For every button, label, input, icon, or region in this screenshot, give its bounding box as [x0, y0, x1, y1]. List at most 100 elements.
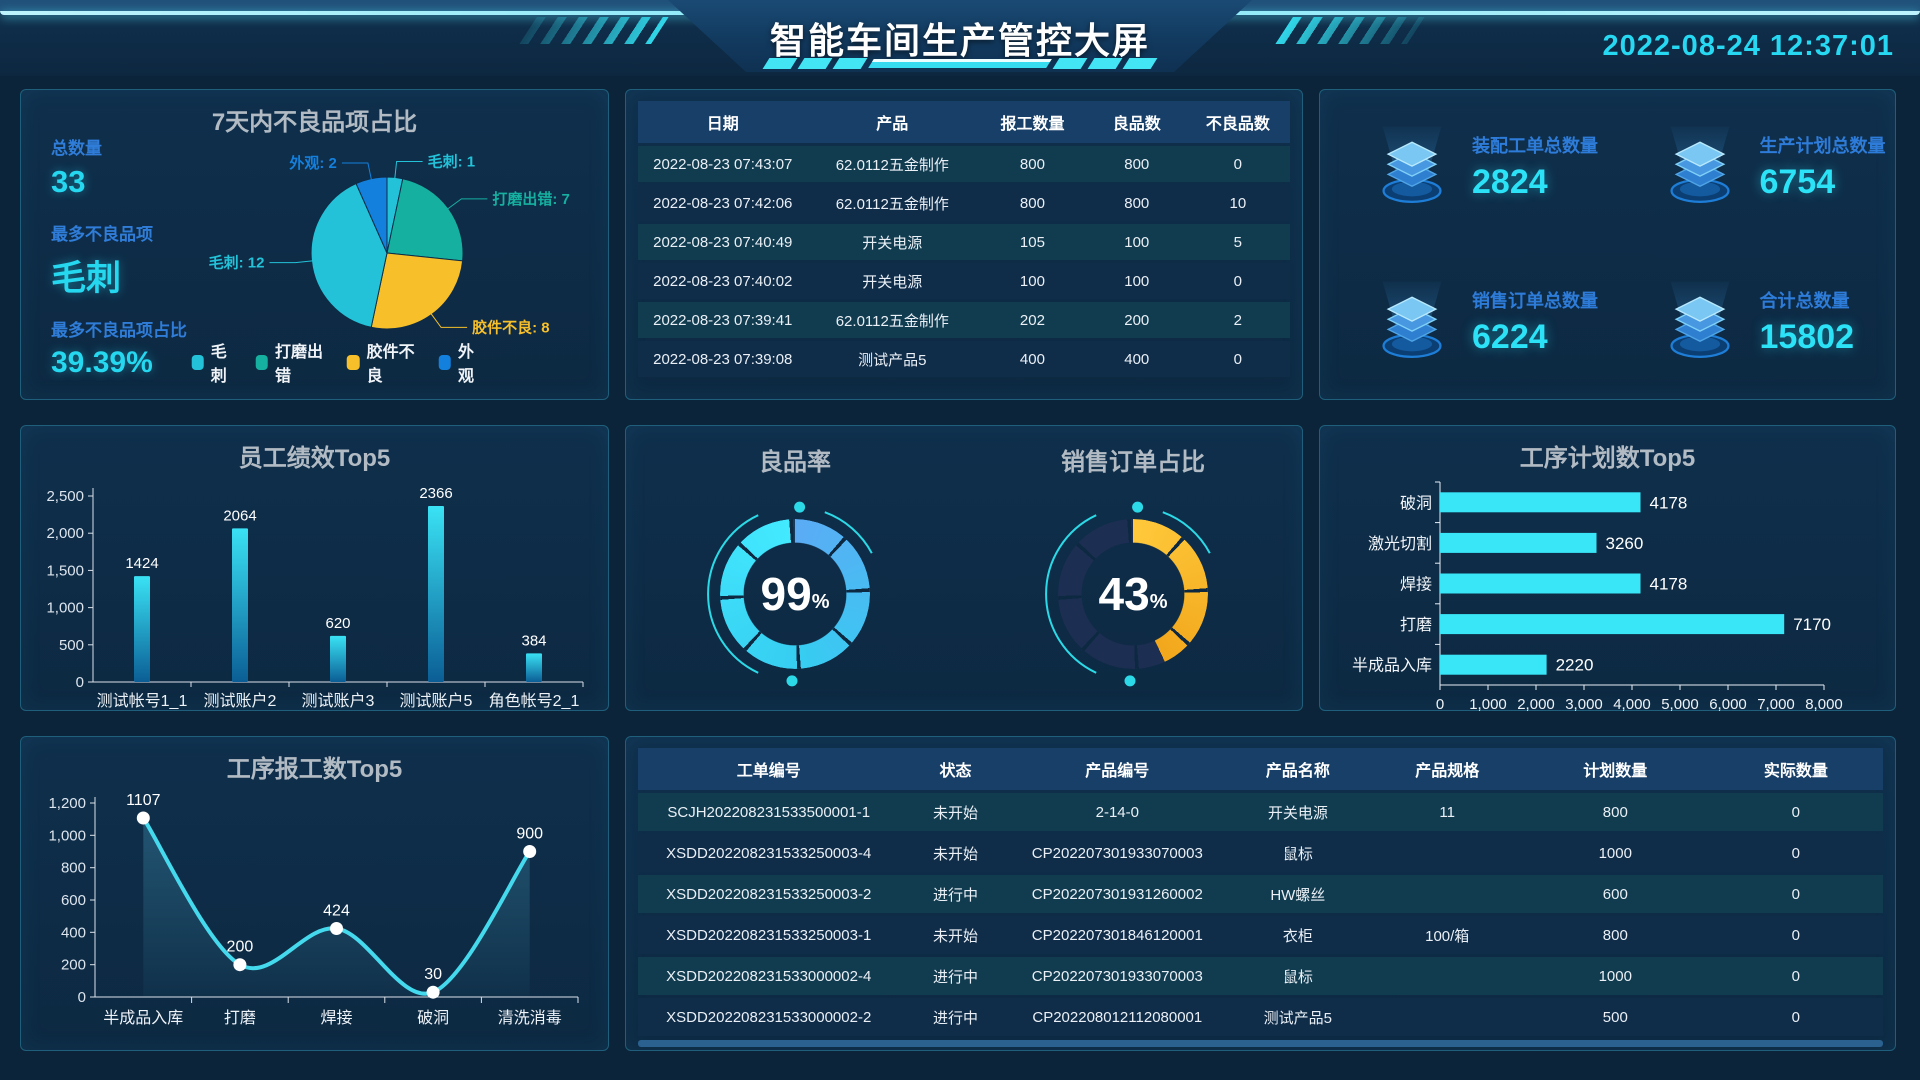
table-cell: XSDD202208231533250003-2	[638, 875, 900, 913]
work-orders-table: 工单编号 状态 产品编号 产品名称 产品规格 计划数量 实际数量 SCJH2022082315…	[638, 745, 1883, 1039]
table-cell: XSDD202208231533000002-2	[638, 998, 900, 1036]
table-cell: 400	[977, 341, 1088, 377]
y-category-label: 焊接	[1400, 576, 1432, 594]
table-cell: 600	[1521, 875, 1709, 913]
panel-title: 工序计划数Top5	[1519, 445, 1696, 472]
deco-segment	[763, 58, 798, 69]
bar	[134, 576, 150, 682]
bar-value-label: 2366	[419, 485, 452, 502]
x-category-label: 角色帐号2_1	[489, 692, 580, 710]
process-plan-chart: 0 1,000 2,000 3,000 4,000 5,000 6,000 7,000 8,00…	[1352, 481, 1843, 713]
legend-item: 打磨出错	[255, 338, 329, 386]
column-header: 良品数	[1087, 101, 1186, 143]
legend-label: 外观	[458, 344, 475, 385]
table-row: XSDD202208231533250003-1 未开始 CP20220730184…	[638, 916, 1883, 954]
x-tick-label: 3,000	[1565, 696, 1603, 713]
bar	[330, 635, 346, 682]
table-header-row: 日期 产品 报工数量 良品数 不良品数	[638, 101, 1290, 143]
deco-segment	[1123, 58, 1158, 69]
x-category-label: 测试帐号1_1	[97, 692, 188, 710]
gauge-quality-rate: 良品率 99 %	[626, 426, 964, 710]
pie-label: 毛刺: 12	[209, 254, 265, 272]
bar	[1440, 492, 1641, 513]
table-cell: 100	[1087, 224, 1186, 260]
table-cell: 衣柜	[1223, 916, 1373, 954]
stat-card-sales-orders: 销售订单总数量 6224	[1320, 245, 1608, 400]
table-cell: 鼠标	[1223, 957, 1373, 995]
column-header: 工单编号	[638, 748, 900, 790]
table-cell: 开关电源	[807, 224, 978, 260]
table-cell: 进行中	[899, 875, 1012, 913]
table-cell: 800	[1521, 916, 1709, 954]
deco-segment	[1088, 58, 1123, 69]
horizontal-scrollbar[interactable]	[638, 1040, 1883, 1047]
table-cell: 2022-08-23 07:39:08	[638, 341, 808, 377]
y-tick-label: 1,000	[46, 600, 84, 617]
column-header: 不良品数	[1185, 101, 1290, 143]
legend-item: 外观	[438, 338, 485, 386]
x-tick-label: 6,000	[1709, 696, 1747, 713]
table-cell: 测试产品5	[1223, 998, 1373, 1036]
table-cell: XSDD202208231533250003-1	[638, 916, 900, 954]
x-tick-label: 0	[1436, 696, 1444, 713]
table-row: XSDD202208231533000002-4 进行中 CP20220730193…	[638, 957, 1883, 995]
table-cell: 100	[1087, 263, 1186, 299]
point-value-label: 1107	[126, 792, 161, 809]
table-cell: 2	[1185, 302, 1290, 338]
table-cell: 进行中	[899, 957, 1012, 995]
data-point	[426, 985, 440, 999]
stat-total-count: 总数量 33	[51, 139, 102, 199]
x-tick-label: 2,000	[1517, 696, 1555, 713]
x-category-label: 测试账户5	[400, 692, 473, 710]
panel-process-report: 工序报工数Top5 0 200 400 600 800 1,000 1,200 1107 半成品…	[20, 736, 609, 1051]
gauge-value: 43	[1098, 568, 1150, 620]
point-value-label: 900	[516, 826, 543, 843]
panel-work-orders: 工单编号 状态 产品编号 产品名称 产品规格 计划数量 实际数量 SCJH2022082315…	[625, 736, 1896, 1051]
table-cell: 0	[1708, 916, 1883, 954]
table-cell: 开关电源	[807, 263, 978, 299]
table-cell	[1372, 834, 1522, 872]
stat-top-defect-ratio: 最多不良品项占比 39.39%	[51, 321, 187, 379]
gauge-title: 良品率	[759, 449, 831, 476]
page-title: 智能车间生产管控大屏	[769, 20, 1150, 61]
table-cell: 0	[1185, 341, 1290, 377]
sales-gauge-chart: 43 %	[1045, 501, 1211, 687]
bar	[428, 506, 444, 682]
y-category-label: 破洞	[1400, 494, 1432, 512]
table-cell: 2022-08-23 07:42:06	[638, 185, 808, 221]
y-tick-label: 0	[76, 674, 84, 691]
table-cell: 11	[1372, 793, 1522, 831]
header-stripes-right-icon	[1275, 17, 1425, 44]
table-cell: 开关电源	[1223, 793, 1373, 831]
table-cell: 5	[1185, 224, 1290, 260]
deco-segment	[833, 58, 868, 69]
data-point	[523, 845, 537, 858]
panel-totals: 装配工单总数量 2824 生产计划总数量 6754	[1319, 89, 1896, 400]
table-row: XSDD202208231533250003-4 未开始 CP20220730193…	[638, 834, 1883, 872]
employee-performance-chart: 0 500 1,000 1,500 2,000 2,500 1424 测试帐号1_1 2064 测…	[46, 485, 584, 710]
data-point	[136, 811, 150, 825]
clock-timestamp: 2022-08-24 12:37:01	[1602, 30, 1894, 62]
table-cell: 2022-08-23 07:40:49	[638, 224, 808, 260]
table-cell: 800	[1087, 185, 1186, 221]
table-cell: SCJH202208231533500001-1	[638, 793, 900, 831]
table-header-row: 工单编号 状态 产品编号 产品名称 产品规格 计划数量 实际数量	[638, 748, 1883, 790]
table-cell: 62.0112五金制作	[807, 185, 978, 221]
table-cell: 10	[1185, 185, 1290, 221]
y-tick-label: 2,500	[46, 488, 84, 505]
table-cell: 测试产品5	[807, 341, 978, 377]
table-cell: 100/箱	[1372, 916, 1522, 954]
table-cell: CP202207301933070003	[1011, 957, 1224, 995]
table-cell: 进行中	[899, 998, 1012, 1036]
deco-segment	[1053, 58, 1088, 69]
y-tick-label: 800	[61, 860, 86, 877]
panel-title: 员工绩效Top5	[238, 445, 391, 472]
table-cell	[1372, 875, 1522, 913]
table-cell: CP202207301846120001	[1011, 916, 1224, 954]
pie-label: 外观: 2	[288, 154, 337, 172]
table-cell: CP202208012112080001	[1011, 998, 1224, 1036]
line-area	[143, 818, 530, 997]
data-point	[233, 958, 247, 972]
table-cell: XSDD202208231533250003-4	[638, 834, 900, 872]
table-row: XSDD202208231533250003-2 进行中 CP20220730193…	[638, 875, 1883, 913]
